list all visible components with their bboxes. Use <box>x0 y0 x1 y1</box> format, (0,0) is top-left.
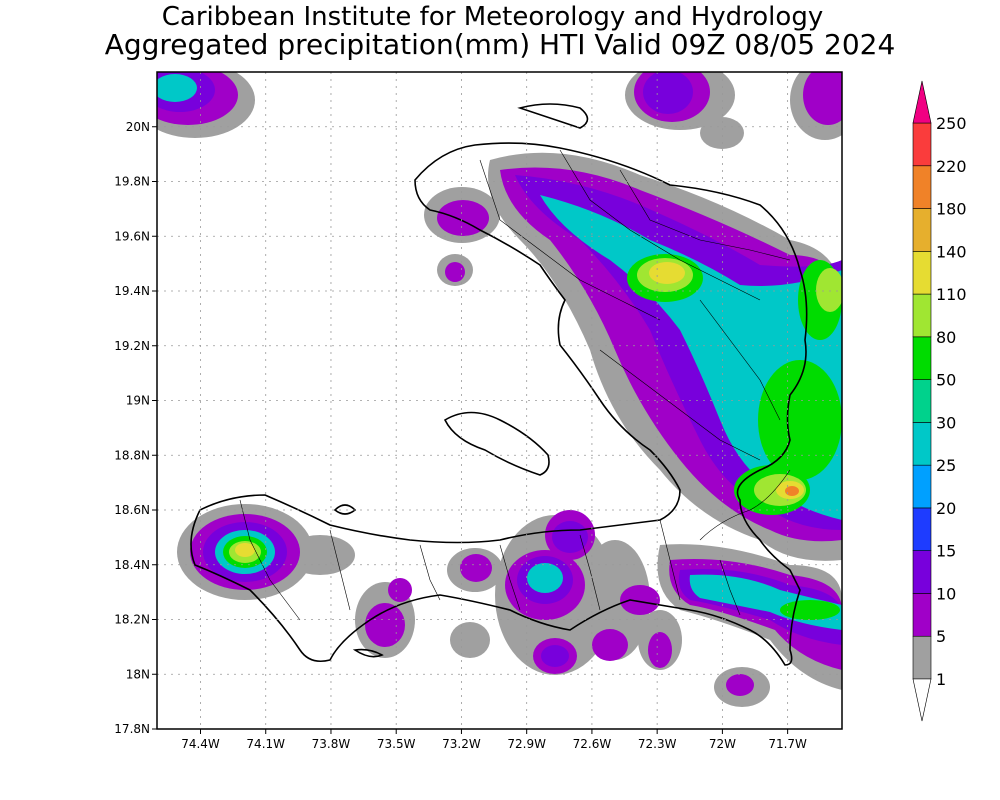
lon-tick-label: 72W <box>709 737 736 751</box>
longitude-axis: 74.4W 74.1W 73.8W 73.5W 73.2W 72.9W 72.6W 72.3W… <box>181 729 807 751</box>
colorbar-min-triangle <box>912 678 932 722</box>
colorbar-segment <box>912 336 932 380</box>
colorbar-segment <box>912 165 932 209</box>
latitude-axis: 20N 19.8N 19.6N 19.4N 19.2N 19N 18.8N 18.6N 18.4… <box>114 120 157 736</box>
lon-tick-label: 71.7W <box>768 737 807 751</box>
lat-tick-label: 19.6N <box>114 229 150 243</box>
chart-subtitle: Aggregated precipitation(mm) HTI Valid 0… <box>104 28 896 61</box>
colorbar-label: 180 <box>936 200 967 219</box>
lon-tick-label: 74.4W <box>181 737 220 751</box>
colorbar-label: 5 <box>936 627 946 646</box>
lat-tick-label: 19N <box>126 394 150 408</box>
lat-tick-label: 20N <box>126 120 150 134</box>
colorbar-segment <box>912 379 932 423</box>
colorbar-label: 220 <box>936 157 967 176</box>
lat-tick-label: 17.8N <box>114 722 150 736</box>
lon-tick-label: 72.6W <box>573 737 612 751</box>
lat-tick-label: 19.8N <box>114 175 150 189</box>
colorbar-label: 50 <box>936 371 956 390</box>
lat-tick-label: 19.2N <box>114 339 150 353</box>
colorbar-segment <box>912 593 932 637</box>
colorbar-label: 1 <box>936 670 946 689</box>
chart-title: Caribbean Institute for Meteorology and … <box>161 2 824 32</box>
precip-180mm-layer <box>785 486 799 496</box>
coastline <box>190 103 808 666</box>
colorbar-segment <box>912 122 932 167</box>
lat-tick-label: 18.2N <box>114 613 150 627</box>
colorbar-segment <box>912 507 932 551</box>
colorbar-label: 10 <box>936 584 956 603</box>
colorbar-label: 80 <box>936 328 956 347</box>
colorbar-segment <box>912 550 932 594</box>
colorbar-label: 25 <box>936 456 956 475</box>
lon-tick-label: 72.9W <box>507 737 546 751</box>
lat-tick-label: 18.8N <box>114 448 150 462</box>
colorbar-segment <box>912 464 932 509</box>
colorbar-label: 140 <box>936 242 967 261</box>
colorbar-segment <box>912 422 932 466</box>
colorbar-segment <box>912 293 932 338</box>
colorbar-label: 30 <box>936 413 956 432</box>
colorbar-label: 250 <box>936 114 967 133</box>
lat-tick-label: 18.6N <box>114 503 150 517</box>
colorbar-segment <box>912 208 932 252</box>
admin-boundaries <box>239 149 791 621</box>
lon-tick-label: 73.5W <box>377 737 416 751</box>
lon-tick-label: 73.2W <box>442 737 481 751</box>
lat-tick-label: 19.4N <box>114 284 150 298</box>
colorbar-segment <box>912 635 932 680</box>
precipitation-field <box>157 72 842 707</box>
colorbar-label: 15 <box>936 542 956 561</box>
colorbar-label: 110 <box>936 285 967 304</box>
lon-tick-label: 73.8W <box>312 737 351 751</box>
colorbar-max-triangle <box>912 80 932 124</box>
colorbar-segment <box>912 251 932 295</box>
graticule <box>157 72 842 729</box>
lat-tick-label: 18N <box>126 667 150 681</box>
colorbar-label: 20 <box>936 499 956 518</box>
lat-tick-label: 18.4N <box>114 558 150 572</box>
lon-tick-label: 74.1W <box>246 737 285 751</box>
lon-tick-label: 72.3W <box>638 737 677 751</box>
